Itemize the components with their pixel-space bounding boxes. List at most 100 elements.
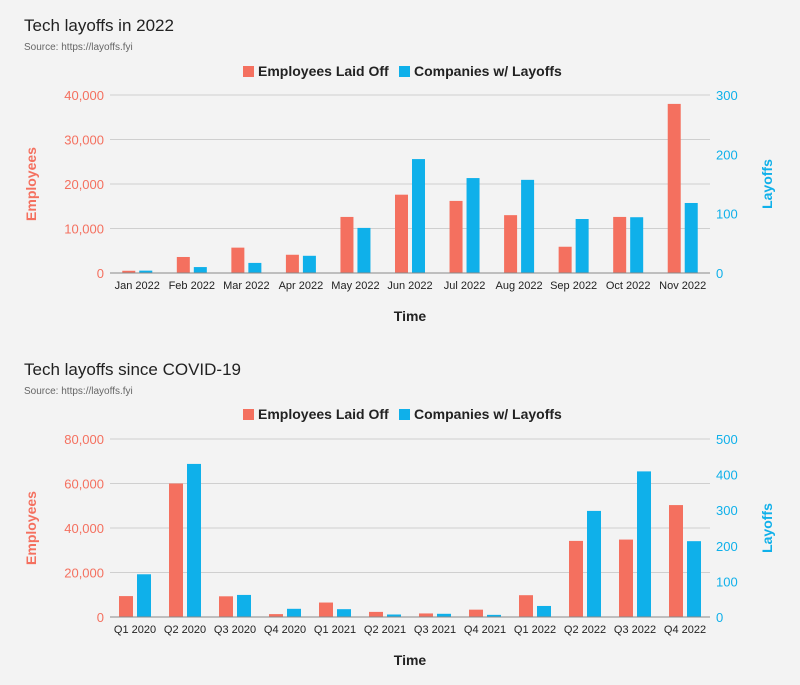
- bar-companies: [193, 267, 207, 273]
- x-tick-label: Q1 2021: [314, 624, 356, 636]
- x-tick-label: Nov 2022: [659, 280, 706, 292]
- x-tick-label: Q2 2021: [364, 624, 406, 636]
- x-tick-label: Q2 2022: [564, 624, 606, 636]
- bar-employees: [369, 611, 383, 617]
- bar-companies: [187, 463, 201, 617]
- bar-employees: [519, 595, 533, 617]
- y-right-tick-label: 300: [716, 88, 738, 103]
- y-left-tick-label: 0: [97, 610, 104, 625]
- y-left-tick-label: 40,000: [64, 88, 104, 103]
- x-tick-label: Q4 2020: [264, 624, 306, 636]
- bar-companies: [237, 594, 251, 617]
- bar-companies: [587, 510, 601, 617]
- y-left-tick-label: 20,000: [64, 177, 104, 192]
- y-right-tick-label: 100: [716, 574, 738, 589]
- bar-companies: [521, 179, 535, 273]
- legend-label-companies: Companies w/ Layoffs: [414, 63, 562, 79]
- x-tick-label: Q4 2022: [664, 624, 706, 636]
- y-right-axis-title: Layoffs: [759, 159, 775, 209]
- x-tick-label: May 2022: [331, 280, 379, 292]
- x-tick-label: Q1 2022: [514, 624, 556, 636]
- y-right-tick-label: 500: [716, 432, 738, 447]
- bar-employees: [569, 540, 583, 617]
- bar-employees: [449, 200, 463, 273]
- chart-title: Tech layoffs in 2022: [24, 16, 174, 35]
- y-left-axis-title: Employees: [23, 491, 39, 565]
- bar-employees: [319, 602, 333, 617]
- bar-companies: [684, 202, 698, 273]
- x-axis-title: Time: [394, 308, 427, 324]
- bar-employees: [669, 505, 683, 617]
- chart-title: Tech layoffs since COVID-19: [24, 360, 241, 379]
- chart-covid: Tech layoffs since COVID-19 Source: http…: [0, 344, 800, 685]
- chart-2022-plot: Employees Laid Off Companies w/ Layoffs 0 1…: [23, 63, 775, 324]
- y-left-tick-label: 30,000: [64, 133, 104, 148]
- bar-employees: [667, 103, 681, 274]
- chart-source: Source: https://layoffs.fyi: [24, 42, 133, 53]
- y-left-tick-label: 20,000: [64, 566, 104, 581]
- y-left-tick-label: 10,000: [64, 222, 104, 237]
- bar-companies: [637, 471, 651, 617]
- legend-swatch-companies: [399, 66, 410, 77]
- bar-companies: [302, 255, 316, 273]
- x-tick-label: Q4 2021: [464, 624, 506, 636]
- y-left-tick-label: 0: [97, 266, 104, 281]
- x-tick-label: Jun 2022: [387, 280, 432, 292]
- bar-employees: [504, 215, 518, 273]
- bar-companies: [287, 608, 301, 617]
- legend-label-companies: Companies w/ Layoffs: [414, 406, 562, 422]
- x-tick-label: Aug 2022: [496, 280, 543, 292]
- legend-label-employees: Employees Laid Off: [258, 63, 389, 79]
- chart-covid-plot: Employees Laid Off Companies w/ Layoffs 0 2…: [23, 406, 775, 668]
- bar-employees: [558, 246, 572, 273]
- bar-companies: [487, 614, 501, 617]
- y-right-tick-label: 100: [716, 207, 738, 222]
- bar-employees: [122, 270, 136, 273]
- bar-employees: [231, 247, 245, 273]
- bar-employees: [395, 194, 408, 273]
- x-tick-label: Q3 2022: [614, 624, 656, 636]
- bar-companies: [412, 159, 425, 273]
- bar-employees: [419, 613, 433, 617]
- bar-companies: [139, 270, 153, 273]
- legend-label-employees: Employees Laid Off: [258, 406, 389, 422]
- bar-companies: [466, 178, 480, 273]
- chart-2022: Tech layoffs in 2022 Source: https://lay…: [0, 0, 800, 340]
- bar-employees: [169, 483, 183, 617]
- x-tick-label: Q1 2020: [114, 624, 156, 636]
- y-right-tick-label: 200: [716, 147, 738, 162]
- bar-employees: [285, 254, 299, 273]
- legend-swatch-employees: [243, 409, 254, 420]
- y-left-tick-label: 40,000: [64, 521, 104, 536]
- y-right-tick-label: 400: [716, 468, 738, 483]
- bar-companies: [575, 219, 589, 273]
- x-tick-label: Jul 2022: [444, 280, 486, 292]
- x-tick-label: Q3 2021: [414, 624, 456, 636]
- bar-employees: [176, 256, 190, 273]
- bar-employees: [269, 614, 283, 617]
- chart-source: Source: https://layoffs.fyi: [24, 386, 133, 397]
- legend-swatch-companies: [399, 409, 410, 420]
- bar-companies: [630, 217, 644, 273]
- legend-swatch-employees: [243, 66, 254, 77]
- x-tick-label: Apr 2022: [279, 280, 324, 292]
- y-right-axis-title: Layoffs: [759, 503, 775, 553]
- bar-companies: [337, 609, 351, 617]
- bar-employees: [613, 216, 627, 273]
- y-left-axis-title: Employees: [23, 147, 39, 221]
- bar-companies: [248, 262, 262, 273]
- bar-companies: [687, 541, 701, 617]
- y-right-tick-label: 300: [716, 503, 738, 518]
- x-tick-label: Jan 2022: [115, 280, 160, 292]
- bar-companies: [437, 613, 451, 617]
- x-tick-label: Q2 2020: [164, 624, 206, 636]
- x-tick-label: Feb 2022: [169, 280, 215, 292]
- bar-companies: [387, 614, 401, 617]
- bar-companies: [357, 227, 371, 273]
- bar-companies: [537, 605, 551, 617]
- bar-employees: [619, 539, 633, 617]
- x-tick-label: Mar 2022: [223, 280, 269, 292]
- y-right-tick-label: 0: [716, 610, 723, 625]
- y-left-tick-label: 80,000: [64, 432, 104, 447]
- x-tick-label: Q3 2020: [214, 624, 256, 636]
